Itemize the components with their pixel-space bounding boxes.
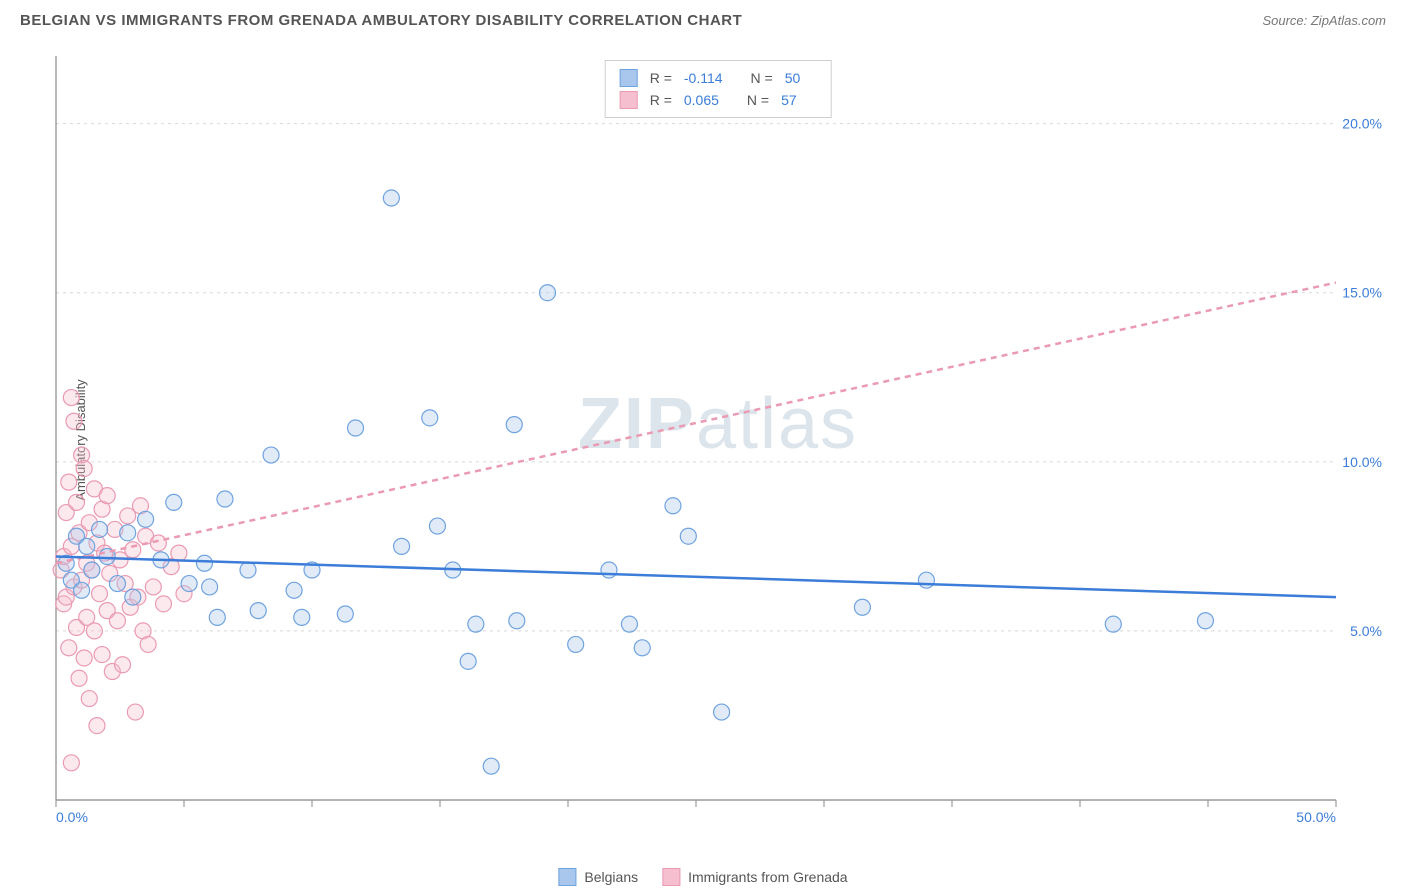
stats-legend: R = -0.114 N = 50 R = 0.065 N = 57 <box>605 60 832 118</box>
n-label: N = <box>751 70 773 86</box>
swatch-icon <box>662 868 680 886</box>
svg-text:5.0%: 5.0% <box>1350 623 1382 639</box>
page-title: BELGIAN VS IMMIGRANTS FROM GRENADA AMBUL… <box>20 12 742 29</box>
source-label: Source: ZipAtlas.com <box>1262 13 1386 28</box>
swatch-icon <box>620 91 638 109</box>
svg-text:20.0%: 20.0% <box>1342 116 1382 132</box>
n-value: 57 <box>781 92 797 108</box>
r-label: R = <box>650 92 672 108</box>
chart-area: Ambulatory Disability ZIPatlas 5.0%10.0%… <box>50 50 1386 830</box>
scatter-plot: 5.0% 10.0% 15.0% 20.0% 0.0% 50.0% <box>50 50 1386 830</box>
r-value: 0.065 <box>684 92 719 108</box>
swatch-icon <box>558 868 576 886</box>
header: BELGIAN VS IMMIGRANTS FROM GRENADA AMBUL… <box>0 0 1406 37</box>
bottom-legend: Belgians Immigrants from Grenada <box>558 868 847 886</box>
svg-text:15.0%: 15.0% <box>1342 285 1382 301</box>
swatch-icon <box>620 69 638 87</box>
legend-label: Immigrants from Grenada <box>688 869 848 885</box>
n-value: 50 <box>785 70 801 86</box>
legend-item-belgians: Belgians <box>558 868 638 886</box>
stats-row-grenada: R = 0.065 N = 57 <box>620 89 817 111</box>
r-value: -0.114 <box>684 70 723 86</box>
svg-text:0.0%: 0.0% <box>56 809 88 825</box>
svg-text:10.0%: 10.0% <box>1342 454 1382 470</box>
legend-item-grenada: Immigrants from Grenada <box>662 868 848 886</box>
r-label: R = <box>650 70 672 86</box>
svg-text:50.0%: 50.0% <box>1296 809 1336 825</box>
legend-label: Belgians <box>584 869 638 885</box>
stats-row-belgians: R = -0.114 N = 50 <box>620 67 817 89</box>
n-label: N = <box>747 92 769 108</box>
